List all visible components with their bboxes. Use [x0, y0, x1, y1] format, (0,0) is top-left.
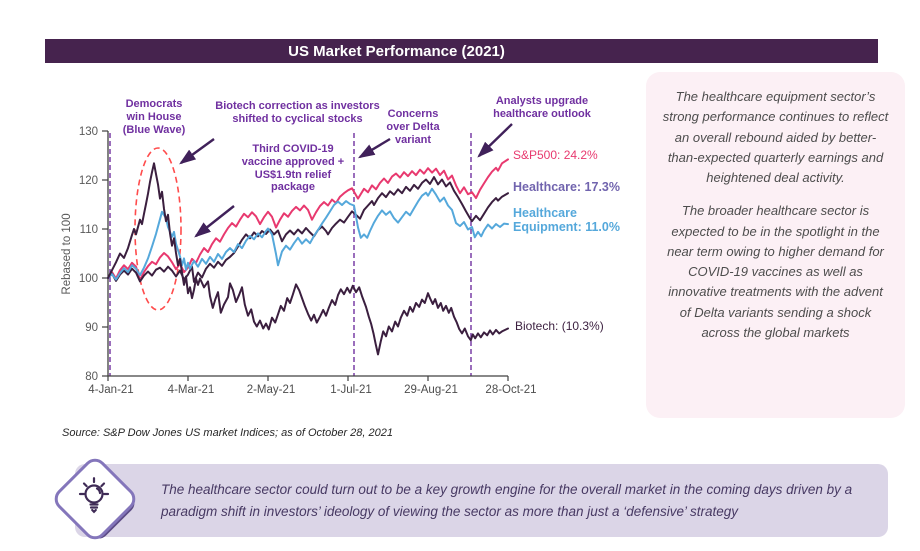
svg-text:4-Mar-21: 4-Mar-21	[168, 384, 215, 396]
series-label-biotech: Biotech: (10.3%)	[515, 319, 604, 333]
series-label-healthcare: Healthcare: 17.3%	[513, 180, 621, 194]
svg-text:1-Jul-21: 1-Jul-21	[330, 384, 372, 396]
svg-text:90: 90	[85, 322, 98, 334]
svg-text:4-Jan-21: 4-Jan-21	[88, 384, 133, 396]
svg-text:110: 110	[80, 224, 98, 236]
callout-badge	[49, 453, 141, 545]
annotation-delta-variant: Concerns over Delta variant	[386, 108, 440, 146]
annotation-biotech-correction: Biotech correction as investors shifted …	[215, 100, 380, 125]
svg-text:Rebased to 100: Rebased to 100	[61, 213, 73, 294]
page-title: US Market Performance (2021)	[288, 42, 505, 60]
series-label-sp500: S&P500: 24.2%	[513, 148, 598, 162]
insight-paragraph-2: The broader healthcare sector is expecte…	[667, 203, 884, 340]
lightbulb-icon	[78, 477, 110, 514]
annotation-democrats-win-house: Democrats win House (Blue Wave)	[122, 98, 186, 136]
title-bar: US Market Performance (2021)	[45, 39, 878, 63]
annotation-third-vaccine: Third COVID-19 vaccine approved + US$1.9…	[241, 143, 345, 194]
callout-text: The healthcare sector could turn out to …	[161, 481, 853, 519]
svg-text:120: 120	[79, 175, 98, 187]
svg-text:100: 100	[79, 273, 98, 285]
key-takeaway-callout: The healthcare sector could turn out to …	[75, 464, 888, 537]
insight-paragraph-1: The healthcare equipment sector’s strong…	[662, 89, 889, 186]
svg-text:2-May-21: 2-May-21	[247, 384, 296, 396]
series-label-healthcare-equipment: Healthcare Equipment: 11.0%	[513, 206, 620, 235]
svg-text:130: 130	[79, 126, 98, 138]
insight-panel: The healthcare equipment sector’s strong…	[646, 72, 905, 418]
annotation-analysts-upgrade: Analysts upgrade healthcare outlook	[493, 95, 591, 120]
svg-text:29-Aug-21: 29-Aug-21	[404, 384, 458, 396]
source-note: Source: S&P Dow Jones US market Indices;…	[62, 427, 393, 439]
svg-text:28-Oct-21: 28-Oct-21	[485, 384, 536, 396]
svg-text:80: 80	[85, 371, 98, 383]
